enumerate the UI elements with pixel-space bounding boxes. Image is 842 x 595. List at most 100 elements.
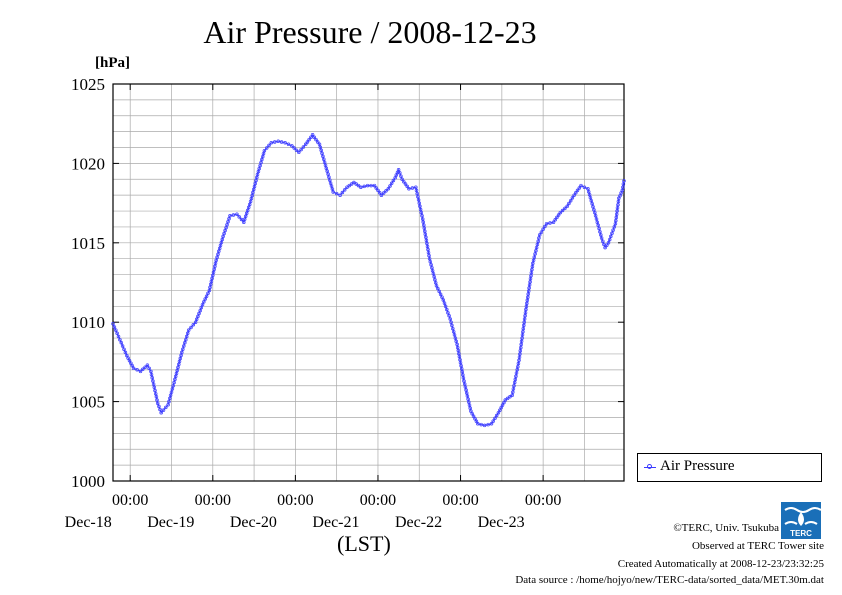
x-tick-time-label: 00:00: [525, 492, 561, 509]
data-point: [151, 382, 156, 386]
data-point: [588, 195, 593, 200]
data-point: [171, 383, 175, 388]
data-point: [414, 185, 418, 189]
data-point: [211, 273, 215, 278]
data-point: [320, 151, 324, 156]
data-point: [524, 307, 528, 312]
x-tick-day-label: Dec-18: [65, 514, 112, 531]
data-point: [168, 396, 172, 401]
data-point: [593, 214, 598, 218]
data-point: [323, 163, 328, 167]
data-point: [469, 409, 473, 413]
data-point: [534, 245, 539, 250]
data-point: [563, 206, 567, 211]
data-point: [438, 292, 443, 297]
data-point: [376, 188, 380, 193]
data-point: [482, 423, 487, 428]
data-point: [521, 326, 526, 331]
data-point: [486, 422, 490, 427]
data-point: [446, 310, 450, 315]
data-point: [427, 253, 431, 258]
data-point: [221, 234, 225, 239]
data-point: [407, 187, 411, 191]
data-point: [518, 352, 522, 356]
x-tick-day-label: Dec-20: [230, 514, 277, 531]
data-point: [354, 182, 358, 186]
data-point: [599, 233, 603, 237]
data-point: [426, 247, 430, 252]
data-point: [388, 184, 392, 188]
data-point: [471, 414, 476, 418]
data-point: [359, 185, 363, 189]
data-point: [511, 387, 516, 391]
data-point: [253, 181, 257, 186]
data-point: [489, 422, 494, 426]
data-point: [615, 206, 620, 210]
data-point: [381, 191, 386, 195]
data-point: [127, 358, 132, 363]
data-point: [539, 230, 544, 234]
data-point: [510, 393, 514, 397]
data-point: [202, 300, 206, 304]
data-point: [517, 358, 521, 363]
data-point: [586, 190, 591, 194]
data-point: [597, 226, 601, 231]
data-point: [191, 323, 196, 327]
data-point: [519, 339, 524, 344]
data-point: [130, 363, 135, 368]
data-point: [451, 326, 455, 331]
data-point: [529, 270, 534, 275]
copyright-text: ©TERC, Univ. Tsukuba: [673, 522, 779, 534]
logo-text: TERC: [790, 529, 812, 538]
data-point: [548, 221, 552, 225]
data-point: [451, 329, 456, 334]
data-point: [614, 215, 619, 220]
x-tick-day-label: Dec-22: [395, 514, 442, 531]
data-point: [520, 333, 525, 337]
data-point: [428, 259, 433, 264]
data-point: [317, 142, 322, 147]
data-point: [189, 325, 193, 330]
data-point: [315, 140, 320, 144]
data-point: [614, 212, 619, 216]
data-point: [138, 369, 143, 374]
data-point: [267, 143, 271, 148]
data-point: [496, 410, 501, 415]
data-point: [500, 403, 505, 407]
data-point: [621, 182, 626, 186]
data-point: [533, 252, 537, 256]
data-point: [184, 337, 188, 342]
data-point: [183, 341, 187, 345]
data-point: [448, 317, 452, 321]
data-point: [247, 202, 252, 207]
data-point: [434, 283, 439, 288]
data-point: [345, 185, 349, 189]
data-point: [449, 320, 453, 324]
data-point: [204, 294, 209, 298]
data-point: [260, 154, 265, 159]
data-point: [443, 304, 448, 309]
data-point: [598, 229, 602, 234]
x-tick-time-label: 00:00: [195, 492, 231, 509]
data-point: [330, 187, 335, 191]
data-point: [303, 142, 308, 147]
data-point: [152, 385, 157, 390]
data-point: [616, 202, 620, 207]
data-point: [494, 413, 499, 418]
data-point: [532, 255, 537, 259]
x-tick-day-label: Dec-19: [147, 514, 194, 531]
data-point: [442, 301, 447, 305]
data-point: [470, 411, 474, 416]
data-point: [193, 320, 198, 324]
data-point: [322, 160, 327, 164]
data-point: [340, 190, 345, 195]
data-point: [292, 146, 296, 150]
data-point: [537, 236, 541, 240]
x-tick-time-label: 00:00: [277, 492, 313, 509]
series-line: [112, 133, 625, 426]
data-point: [515, 368, 519, 372]
data-point: [294, 148, 299, 152]
data-point: [558, 210, 563, 215]
data-point: [620, 188, 625, 193]
data-point: [305, 140, 310, 144]
